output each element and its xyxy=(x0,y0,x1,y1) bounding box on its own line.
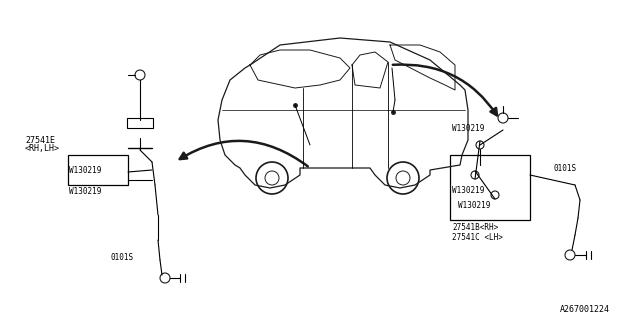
Text: <RH,LH>: <RH,LH> xyxy=(25,143,60,153)
FancyArrowPatch shape xyxy=(393,65,497,115)
Text: A267001224: A267001224 xyxy=(560,306,610,315)
Text: W130219: W130219 xyxy=(69,188,101,196)
Bar xyxy=(68,155,128,185)
Bar xyxy=(127,118,153,128)
Text: W130219: W130219 xyxy=(452,124,484,132)
FancyArrowPatch shape xyxy=(180,141,308,166)
Text: W130219: W130219 xyxy=(458,201,490,210)
Text: 27541C <LH>: 27541C <LH> xyxy=(452,233,503,242)
Text: W130219: W130219 xyxy=(69,165,101,174)
Text: 0101S: 0101S xyxy=(554,164,577,172)
Text: W130219: W130219 xyxy=(452,186,484,195)
Text: 27541E: 27541E xyxy=(25,135,55,145)
Text: 0101S: 0101S xyxy=(110,253,133,262)
Text: 27541B<RH>: 27541B<RH> xyxy=(452,223,499,233)
Bar xyxy=(450,155,530,220)
